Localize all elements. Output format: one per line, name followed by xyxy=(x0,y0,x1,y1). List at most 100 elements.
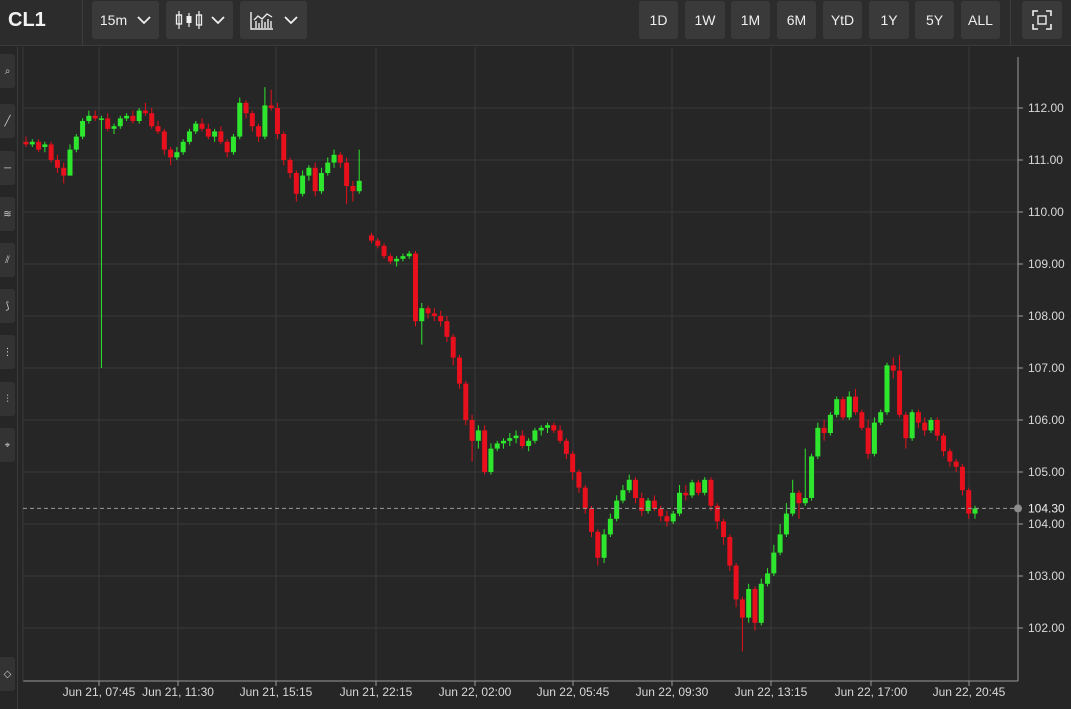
candle-body xyxy=(563,440,569,454)
candle-body xyxy=(538,427,544,431)
y-tick-label: 104.00 xyxy=(1028,517,1065,531)
candle-body xyxy=(557,430,563,441)
candle-body xyxy=(733,565,739,600)
plot-area xyxy=(23,47,1018,681)
candle-body xyxy=(739,599,745,618)
candle-body xyxy=(274,108,280,134)
arc-tool[interactable]: ⟆ xyxy=(0,289,15,323)
measure-tool[interactable]: ⌖ xyxy=(0,428,15,462)
crosshair-tool[interactable]: ⌕ xyxy=(0,54,15,88)
candle-body xyxy=(425,308,431,314)
eraser-icon: ◇ xyxy=(3,668,12,680)
candle-body xyxy=(394,258,400,262)
y-tick-label: 108.00 xyxy=(1028,309,1065,323)
candle-body xyxy=(664,516,670,522)
candle-body xyxy=(683,492,689,496)
chart-type-selector[interactable] xyxy=(166,1,233,39)
candle-body xyxy=(287,160,293,173)
candle-body xyxy=(29,141,35,145)
candle-body xyxy=(765,573,771,584)
range-button-1m[interactable]: 1M xyxy=(731,1,770,39)
candle-body xyxy=(909,412,915,439)
gann-tool[interactable]: ⋮ xyxy=(0,335,15,369)
y-tick-label: 103.00 xyxy=(1028,569,1065,583)
candle-body xyxy=(878,412,884,423)
candle-body xyxy=(677,492,683,514)
candle-body xyxy=(488,448,494,472)
candle-body xyxy=(633,479,639,498)
candle-body xyxy=(947,451,953,462)
candle-body xyxy=(708,479,714,506)
candle-body xyxy=(475,430,481,441)
candle-body xyxy=(601,534,607,558)
candle-body xyxy=(412,253,418,322)
candle-body xyxy=(186,131,192,142)
candle-body xyxy=(551,425,557,431)
candle-body xyxy=(168,149,174,158)
range-button-1w[interactable]: 1W xyxy=(685,1,725,39)
candle-body xyxy=(450,336,456,358)
candle-body xyxy=(809,456,815,498)
candle-body xyxy=(859,412,865,428)
candle-body xyxy=(180,141,186,153)
candle-body xyxy=(42,144,48,147)
x-tick-label: Jun 22, 09:30 xyxy=(636,685,709,699)
candle-body xyxy=(513,435,519,439)
range-button-1d[interactable]: 1D xyxy=(639,1,678,39)
candle-body xyxy=(230,136,236,153)
y-tick-label: 105.00 xyxy=(1028,465,1065,479)
candlestick-icon xyxy=(175,11,202,29)
candle-body xyxy=(54,160,60,168)
candle-body xyxy=(507,438,513,441)
candle-body xyxy=(639,498,645,511)
candle-body xyxy=(438,316,444,322)
candle-body xyxy=(444,321,450,337)
candle-body xyxy=(915,412,921,423)
x-tick-label: Jun 22, 02:00 xyxy=(439,685,512,699)
x-tick-label: Jun 21, 11:30 xyxy=(142,685,214,699)
indicators-selector[interactable] xyxy=(240,1,307,39)
candle-body xyxy=(714,505,720,522)
interval-selector[interactable]: 15m xyxy=(92,1,159,39)
candle-body xyxy=(312,167,318,192)
fibonacci-tool[interactable]: ≋ xyxy=(0,197,15,231)
candle-body xyxy=(130,115,136,121)
candle-body xyxy=(670,513,676,522)
candle-body xyxy=(494,443,500,449)
range-button-1y[interactable]: 1Y xyxy=(869,1,909,39)
candle-body xyxy=(281,134,287,160)
channel-tool[interactable]: ⫽ xyxy=(0,243,15,277)
fullscreen-icon xyxy=(1032,10,1052,30)
range-button-all[interactable]: ALL xyxy=(961,1,1000,39)
range-button-6m[interactable]: 6M xyxy=(777,1,816,39)
fullscreen-button[interactable] xyxy=(1022,1,1062,39)
x-tick-label: Jun 21, 15:15 xyxy=(240,685,313,699)
candle-body xyxy=(871,422,877,454)
trendline-tool[interactable]: ╱ xyxy=(0,104,15,138)
candle-body xyxy=(350,186,356,192)
candle-body xyxy=(98,118,104,120)
interval-label: 15m xyxy=(99,12,128,28)
candle-body xyxy=(519,435,525,446)
horizontal-line-tool[interactable]: ─ xyxy=(0,151,15,185)
fibonacci-icon: ≋ xyxy=(3,208,12,220)
candle-body xyxy=(344,162,350,186)
measure-icon: ⌖ xyxy=(4,439,11,451)
y-tick-label: 111.00 xyxy=(1028,153,1063,167)
candle-body xyxy=(243,102,249,114)
pitchfork-tool[interactable]: ⫶ xyxy=(0,382,15,416)
range-button-ytd[interactable]: YtD xyxy=(823,1,862,39)
symbol-label[interactable]: CL1 xyxy=(8,9,46,31)
candle-body xyxy=(532,430,538,441)
range-button-5y[interactable]: 5Y xyxy=(915,1,954,39)
divider xyxy=(1010,0,1011,46)
price-chart[interactable]: 112.00 111.00 110.00 109.00 108.00 107.00 106.… xyxy=(0,47,1071,709)
x-tick-label: Jun 21, 07:45 xyxy=(63,685,136,699)
eraser-tool[interactable]: ◇ xyxy=(0,657,15,691)
candle-body xyxy=(149,113,155,127)
candle-body xyxy=(61,167,67,176)
candle-body xyxy=(702,479,708,493)
candle-body xyxy=(381,245,387,257)
candle-body xyxy=(325,162,331,173)
y-tick-label: 109.00 xyxy=(1028,257,1065,271)
